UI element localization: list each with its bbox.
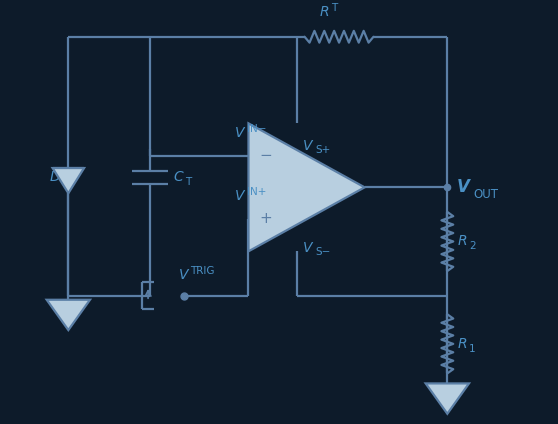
Text: V: V [303,139,312,153]
Polygon shape [52,168,84,193]
Polygon shape [426,383,469,414]
Text: R: R [320,5,329,19]
Text: V: V [457,179,470,196]
Text: T: T [185,177,192,187]
Polygon shape [248,123,364,251]
Text: +: + [260,211,272,226]
Text: T: T [331,3,338,13]
Polygon shape [47,300,90,330]
Text: V: V [303,242,312,256]
Text: R: R [457,234,467,248]
Text: V: V [235,126,244,140]
Text: TRIG: TRIG [190,266,215,276]
Text: IN+: IN+ [247,187,266,197]
Text: D: D [50,170,60,184]
Text: S+: S+ [315,145,330,155]
Text: R: R [457,337,467,351]
Text: T: T [66,177,73,187]
Text: 1: 1 [469,344,475,354]
Text: IN−: IN− [247,124,266,134]
Text: S−: S− [315,247,330,257]
Text: V: V [179,268,188,282]
Text: C: C [174,170,184,184]
Text: −: − [260,148,272,163]
Text: 2: 2 [469,241,475,251]
Text: OUT: OUT [473,188,498,201]
Text: V: V [235,189,244,203]
